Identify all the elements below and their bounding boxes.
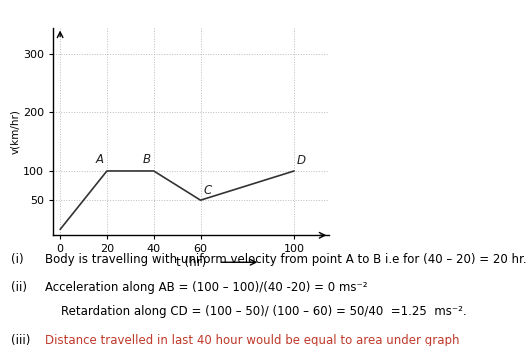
X-axis label: t (hr): t (hr) <box>176 256 206 269</box>
Text: A: A <box>96 153 104 166</box>
Text: (iii): (iii) <box>11 334 30 346</box>
Text: B: B <box>143 153 151 166</box>
Text: (ii): (ii) <box>11 281 27 294</box>
Text: D: D <box>297 154 306 167</box>
Text: Acceleration along AB = (100 – 100)/(40 -20) = 0 ms⁻²: Acceleration along AB = (100 – 100)/(40 … <box>45 281 367 294</box>
Text: Body is travelling with uniform velocity from point A to B i.e for (40 – 20) = 2: Body is travelling with uniform velocity… <box>45 253 527 266</box>
Text: (i): (i) <box>11 253 23 266</box>
Text: C: C <box>203 184 212 197</box>
Text: Retardation along CD = (100 – 50)/ (100 – 60) = 50/40  =1.25  ms⁻².: Retardation along CD = (100 – 50)/ (100 … <box>61 305 467 318</box>
Y-axis label: v(km/hr): v(km/hr) <box>10 109 20 154</box>
Text: Distance travelled in last 40 hour would be equal to area under graph: Distance travelled in last 40 hour would… <box>45 334 460 346</box>
